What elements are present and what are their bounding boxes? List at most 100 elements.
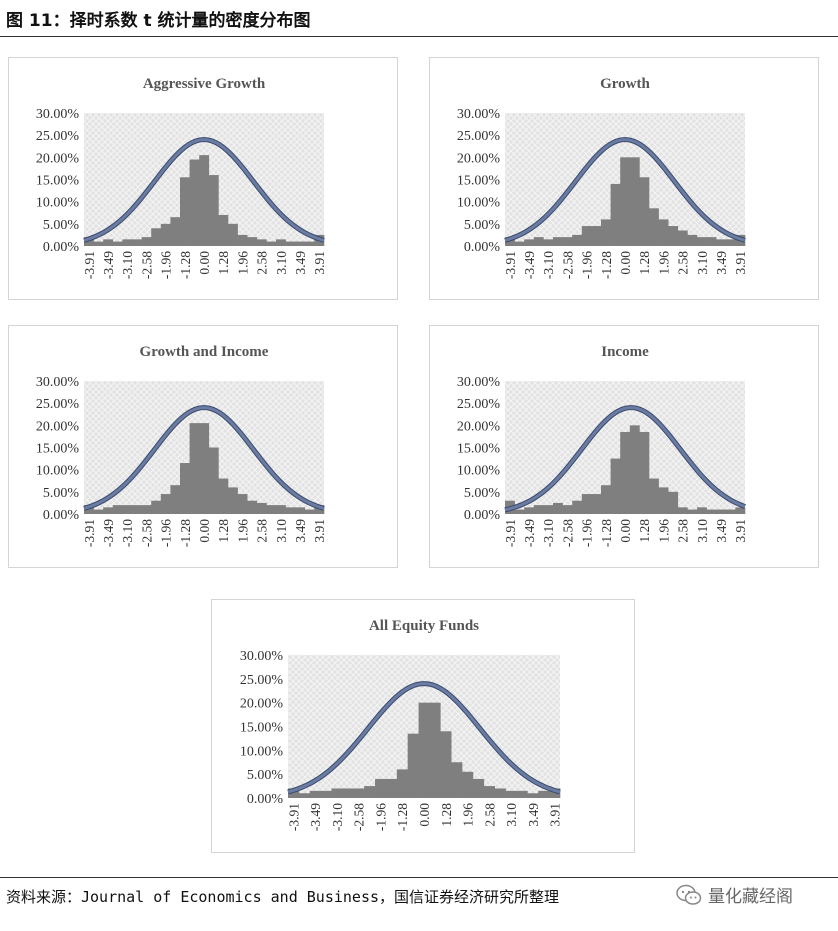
x-tick-label: 3.91 (312, 251, 327, 275)
x-tick-label: -1.28 (599, 251, 614, 279)
histogram-bar (677, 507, 688, 514)
histogram-bar (180, 177, 190, 246)
x-tick-label: -2.58 (560, 519, 575, 547)
histogram-bar (538, 790, 550, 798)
histogram-bar (266, 241, 277, 246)
y-tick-label: 25.00% (36, 397, 80, 412)
histogram-bar (591, 494, 602, 514)
histogram-bar (462, 771, 474, 798)
histogram-bar (687, 509, 698, 514)
histogram-bar (103, 507, 114, 514)
x-tick-label: -3.10 (541, 519, 556, 547)
histogram-bar (620, 431, 631, 514)
y-tick-label: 30.00% (240, 649, 284, 664)
histogram-bar (199, 155, 210, 246)
histogram-bar (472, 778, 485, 798)
x-tick-label: -2.58 (139, 251, 154, 279)
normal-curve (287, 682, 561, 794)
y-tick-label: 5.00% (43, 486, 80, 501)
histogram-bar (562, 505, 573, 514)
source-note: 资料来源：Journal of Economics and Business，国… (6, 888, 560, 906)
histogram-bar (228, 487, 238, 514)
histogram-bar (141, 237, 152, 246)
histogram-bar (639, 177, 650, 246)
x-tick-label: 1.96 (656, 519, 671, 543)
histogram-bar (505, 790, 517, 798)
histogram-bar (276, 505, 286, 514)
histogram-bar (304, 241, 315, 246)
histogram-bar (112, 505, 123, 514)
y-tick-label: 30.00% (36, 107, 80, 122)
histogram-bar (591, 226, 602, 246)
histogram-bar (418, 702, 430, 798)
histogram-bar (553, 237, 563, 246)
histogram-bar (218, 478, 229, 514)
histogram-bar (237, 494, 248, 514)
histogram-bar (170, 485, 181, 514)
y-tick-label: 10.00% (457, 196, 501, 211)
normal-curve (83, 406, 325, 510)
histogram-bar (122, 505, 133, 514)
x-tick-label: 3.49 (714, 251, 729, 275)
watermark-text: 量化藏经阁 (708, 887, 793, 907)
histogram-bar (706, 509, 717, 514)
x-tick-label: -3.91 (503, 519, 518, 547)
histogram-bar (189, 159, 200, 246)
figure-title: 图 11：择时系数 t 统计量的密度分布图 (6, 11, 311, 31)
x-tick-label: 1.96 (235, 251, 250, 275)
x-tick-label: 1.96 (235, 519, 250, 543)
histogram-bar (629, 425, 640, 514)
histogram-bar (170, 217, 181, 246)
x-tick-label: -3.10 (120, 519, 135, 547)
histogram-bar (189, 423, 200, 514)
histogram-bar (649, 208, 659, 246)
y-tick-label: 25.00% (457, 129, 501, 144)
y-tick-label: 5.00% (464, 218, 501, 233)
x-tick-label: -1.96 (159, 519, 174, 547)
x-tick-label: 3.91 (733, 251, 748, 275)
histogram-bar (524, 239, 535, 246)
chart-title: Growth (600, 76, 650, 92)
histogram-bar (160, 494, 171, 514)
x-tick-label: -1.28 (599, 519, 614, 547)
y-tick-label: 20.00% (457, 151, 501, 166)
x-tick-label: 3.49 (293, 519, 308, 543)
histogram-bar (320, 790, 332, 798)
x-tick-label: -3.10 (120, 251, 135, 279)
histogram-bar (697, 237, 707, 246)
histogram-bar (483, 786, 496, 798)
x-tick-label: 3.10 (695, 519, 710, 543)
y-tick-label: 20.00% (36, 151, 80, 166)
histogram-bar (256, 502, 267, 514)
histogram-bar (572, 500, 583, 514)
histogram-bar (304, 509, 315, 514)
normal-curve (83, 138, 325, 242)
x-tick-label: 3.10 (504, 803, 519, 827)
y-tick-label: 10.00% (36, 464, 80, 479)
histogram-bar (132, 505, 142, 514)
histogram-bar (112, 241, 123, 246)
x-tick-label: -1.96 (580, 519, 595, 547)
histogram-bar (494, 788, 506, 798)
histogram-bar (285, 241, 296, 246)
x-tick-label: -1.28 (395, 803, 410, 831)
histogram-bar (298, 793, 311, 798)
histogram-bar (93, 509, 104, 514)
histogram-bar (533, 237, 544, 246)
histogram-bar (514, 509, 525, 514)
x-tick-label: 1.28 (637, 251, 652, 275)
histogram-bar (331, 788, 343, 798)
histogram-bar (543, 239, 554, 246)
histogram-bar (256, 239, 267, 246)
histogram-bar (180, 463, 190, 514)
x-tick-label: 3.10 (274, 251, 289, 275)
histogram-bar (93, 241, 104, 246)
x-tick-label: -3.10 (541, 251, 556, 279)
histogram-bar (524, 507, 535, 514)
x-tick-label: 3.91 (548, 803, 563, 827)
x-tick-label: -3.49 (522, 519, 537, 547)
histogram-bar (288, 788, 300, 798)
histogram-bar (687, 234, 698, 246)
histogram-bar (639, 431, 650, 514)
x-tick-label: 0.00 (197, 519, 212, 543)
